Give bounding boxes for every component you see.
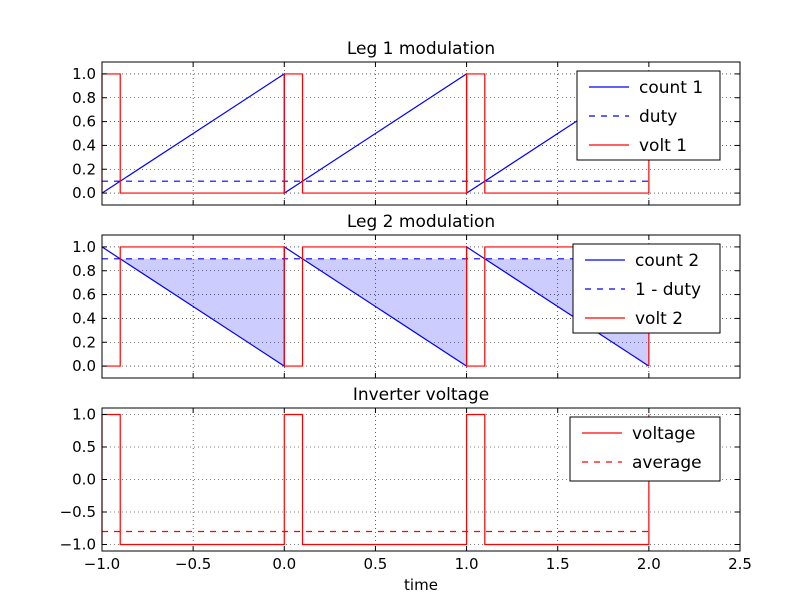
y-tick-label: 0.5 <box>72 438 96 456</box>
y-tick-label: 0.2 <box>72 333 96 351</box>
y-tick-label: 0.0 <box>72 471 96 489</box>
legend-label: count 1 <box>639 78 703 98</box>
x-tick-label: −0.5 <box>175 555 211 573</box>
y-tick-label: 0.4 <box>72 309 96 327</box>
y-tick-label: 0.8 <box>72 89 96 107</box>
x-tick-label: 0.0 <box>272 555 296 573</box>
axes-frame <box>101 61 741 206</box>
y-tick-label: 0.2 <box>72 160 96 178</box>
panel-title: Inverter voltage <box>353 385 489 405</box>
legend-label: voltage <box>632 424 696 444</box>
x-tick-label: −1.0 <box>84 555 120 573</box>
y-tick-label: 1.0 <box>72 238 96 256</box>
panel-2: 0.0 0.2 0.4 0.6 0.8 1.0 Leg 2 modulation count … <box>72 212 741 379</box>
x-tick-label: 0.5 <box>363 555 387 573</box>
legend-label: duty <box>639 107 677 127</box>
legend-label: average <box>632 453 702 473</box>
x-tick-label: 2.5 <box>728 555 752 573</box>
legend-label: volt 1 <box>639 136 687 156</box>
y-tick-label: 0.6 <box>72 286 96 304</box>
panel-title: Leg 1 modulation <box>347 39 495 59</box>
y-tick-label: 0.0 <box>72 184 96 202</box>
panel-title: Leg 2 modulation <box>347 212 495 232</box>
legend-label: volt 2 <box>635 309 683 329</box>
y-tick-label: 0.0 <box>72 357 96 375</box>
series-line <box>101 72 650 195</box>
legend-label: 1 - duty <box>635 280 701 300</box>
y-tick-label: −1.0 <box>60 536 96 554</box>
legend-label: count 2 <box>635 251 699 271</box>
series-line <box>101 245 650 368</box>
x-axis-label: time <box>404 576 438 594</box>
x-tick-label: 1.5 <box>546 555 570 573</box>
y-tick-label: 0.4 <box>72 136 96 154</box>
legend: count 1 duty volt 1 <box>576 70 721 161</box>
y-tick-label: 0.8 <box>72 262 96 280</box>
axes-frame <box>101 234 741 379</box>
x-tick-label: 2.0 <box>637 555 661 573</box>
series-line <box>101 413 650 546</box>
y-tick-label: 0.6 <box>72 113 96 131</box>
panel-3: −1.0 −0.5 0.0 0.5 1.0 −1.0 −0.5 0.0 0.5 1.0 1.5 2.0… <box>60 385 752 594</box>
y-tick-label: 1.0 <box>72 406 96 424</box>
legend: count 2 1 - duty volt 2 <box>572 243 721 334</box>
y-tick-label: 1.0 <box>72 65 96 83</box>
panel-1: 0.0 0.2 0.4 0.6 0.8 1.0 Leg 1 modulation count … <box>72 39 741 206</box>
series-line <box>101 73 650 194</box>
series-line <box>102 246 650 367</box>
x-tick-label: 1.0 <box>455 555 479 573</box>
legend-box <box>569 416 721 482</box>
legend: voltage average <box>569 416 721 482</box>
y-tick-label: −0.5 <box>60 503 96 521</box>
